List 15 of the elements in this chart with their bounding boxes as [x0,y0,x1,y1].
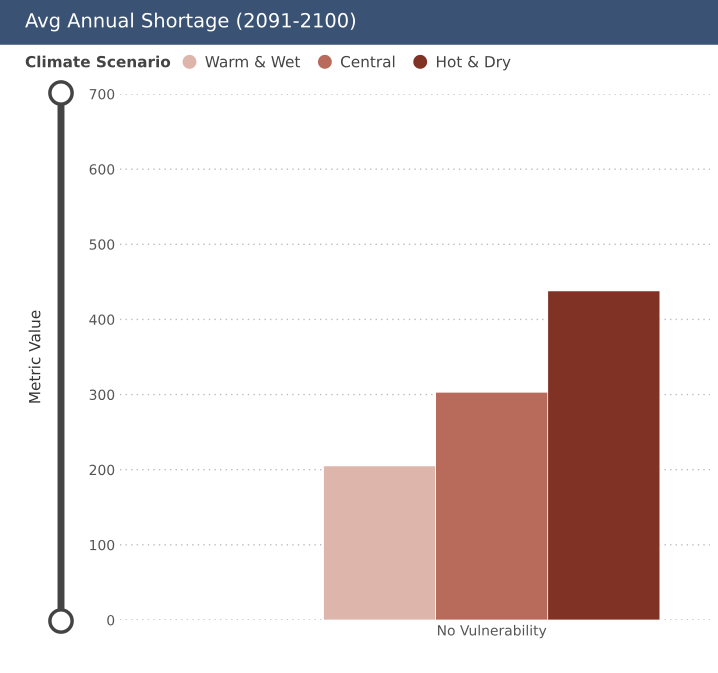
y-tick-label: 0 [107,614,114,626]
y-tick-label: 400 [89,314,114,325]
y-axis-title: Metric Value [28,310,40,403]
y-tick-label: 600 [90,164,114,175]
x-tick-label: No Vulnerability [438,624,546,638]
legend-label: Hot & Dry [436,56,511,70]
y-tick-label: 200 [90,464,114,476]
y-tick-label: 500 [90,239,114,250]
chart-title: Avg Annual Shortage (2091-2100) [25,12,356,32]
y-tick-label: 300 [90,390,114,400]
y-tick-label: 100 [90,540,114,550]
legend-title: Climate Scenario [26,56,170,68]
legend-label: Central [340,56,394,68]
legend-label: Warm & Wet [205,56,300,68]
y-tick-label: 700 [90,88,114,100]
